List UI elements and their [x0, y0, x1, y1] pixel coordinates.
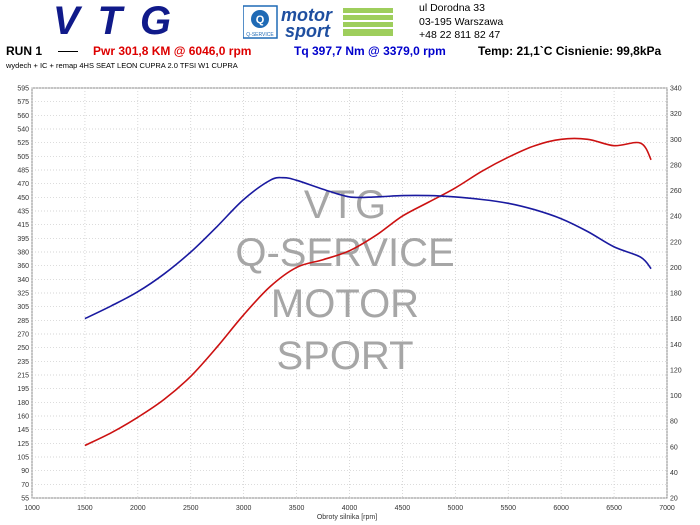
y-right-tick-label: 300: [670, 137, 682, 144]
svg-text:Q: Q: [256, 14, 265, 26]
torque-summary: Tq 397,7 Nm @ 3379,0 rpm: [294, 44, 446, 58]
y-right-tick-label: 100: [670, 393, 682, 400]
x-tick-label: 5000: [448, 505, 464, 512]
address-block: ul Dorodna 33 03-195 Warszawa +48 22 811…: [419, 2, 503, 43]
power-summary: Pwr 301,8 KM @ 6046,0 rpm: [93, 44, 252, 58]
x-tick-label: 7000: [659, 505, 675, 512]
motorsport-logo: Q Q-SERVICE motor sport: [243, 4, 393, 40]
y-right-tick-label: 200: [670, 265, 682, 272]
y-left-tick-label: 250: [17, 345, 29, 352]
y-left-tick-label: 285: [17, 318, 29, 325]
environment-summary: Temp: 21,1`C Cisnienie: 99,8kPa: [478, 44, 662, 58]
y-left-tick-label: 360: [17, 263, 29, 270]
y-right-tick-label: 260: [670, 188, 682, 195]
y-left-tick-label: 325: [17, 291, 29, 298]
y-left-tick-label: 125: [17, 441, 29, 448]
x-tick-label: 1500: [77, 505, 93, 512]
y-left-tick-label: 435: [17, 209, 29, 216]
y-left-tick-label: 105: [17, 455, 29, 462]
run-description: wydech + IC + remap 4HS SEAT LEON CUPRA …: [6, 61, 238, 70]
y-left-tick-label: 235: [17, 359, 29, 366]
y-left-tick-label: 540: [17, 127, 29, 134]
y-right-tick-label: 280: [670, 162, 682, 169]
x-tick-label: 3000: [236, 505, 252, 512]
y-left-tick-label: 485: [17, 168, 29, 175]
y-right-tick-label: 240: [670, 214, 682, 221]
x-axis-label: Obroty silnika [rpm]: [317, 514, 377, 521]
torque-curve: [84, 176, 652, 320]
address-street: ul Dorodna 33: [419, 2, 485, 14]
y-left-tick-label: 145: [17, 427, 29, 434]
y-left-tick-label: 470: [17, 181, 29, 188]
x-tick-label: 4000: [342, 505, 358, 512]
power-curve: [84, 137, 652, 447]
x-tick-label: 1000: [24, 505, 40, 512]
y-left-tick-label: 305: [17, 304, 29, 311]
y-right-tick-label: 320: [670, 111, 682, 118]
watermark-text: SPORT: [276, 334, 413, 378]
motorsport-logo-line2: sport: [285, 21, 331, 40]
y-left-tick-label: 90: [21, 468, 29, 475]
q-service-badge: Q-SERVICE: [246, 32, 274, 38]
run-summary: RUN 1 Pwr 301,8 KM @ 6046,0 rpm Tq 397,7…: [0, 44, 700, 60]
y-right-tick-label: 180: [670, 291, 682, 298]
y-left-tick-label: 595: [17, 86, 29, 93]
y-right-tick-label: 160: [670, 316, 682, 323]
y-left-tick-label: 340: [17, 277, 29, 284]
y-left-tick-label: 505: [17, 154, 29, 161]
y-right-tick-label: 140: [670, 342, 682, 349]
y-left-tick-label: 270: [17, 332, 29, 339]
watermark-text: MOTOR: [271, 282, 419, 326]
run-label: RUN 1: [6, 44, 43, 58]
y-left-tick-label: 160: [17, 414, 29, 421]
vtg-logo-text: VTG: [53, 2, 189, 40]
x-tick-label: 2000: [130, 505, 146, 512]
y-left-tick-label: 195: [17, 386, 29, 393]
address-phone: +48 22 811 82 47: [419, 29, 501, 41]
address-city: 03-195 Warszawa: [419, 15, 504, 28]
y-left-tick-label: 450: [17, 195, 29, 202]
y-left-tick-label: 395: [17, 236, 29, 243]
y-left-tick-label: 525: [17, 140, 29, 147]
x-tick-label: 3500: [289, 505, 305, 512]
watermark-text: VTG: [304, 183, 386, 227]
y-left-tick-label: 70: [21, 482, 29, 489]
motorsport-logo-line1: motor: [281, 5, 333, 25]
y-left-tick-label: 575: [17, 99, 29, 106]
y-right-tick-label: 60: [670, 444, 678, 451]
run-legend-line: [58, 51, 78, 52]
y-left-tick-label: 380: [17, 250, 29, 257]
y-right-tick-label: 20: [670, 496, 678, 503]
y-right-tick-label: 40: [670, 470, 678, 477]
x-tick-label: 6500: [606, 505, 622, 512]
x-tick-label: 6000: [553, 505, 569, 512]
x-tick-label: 5500: [500, 505, 516, 512]
y-right-tick-label: 220: [670, 239, 682, 246]
y-left-tick-label: 180: [17, 400, 29, 407]
y-left-tick-label: 215: [17, 373, 29, 380]
y-right-tick-label: 340: [670, 86, 682, 93]
y-left-tick-label: 55: [21, 496, 29, 503]
x-tick-label: 4500: [395, 505, 411, 512]
x-tick-label: 2500: [183, 505, 199, 512]
y-left-tick-label: 415: [17, 222, 29, 229]
y-right-tick-label: 120: [670, 367, 682, 374]
vtg-logo: VTG: [6, 2, 236, 40]
y-left-tick-label: 560: [17, 113, 29, 120]
y-right-tick-label: 80: [670, 419, 678, 426]
